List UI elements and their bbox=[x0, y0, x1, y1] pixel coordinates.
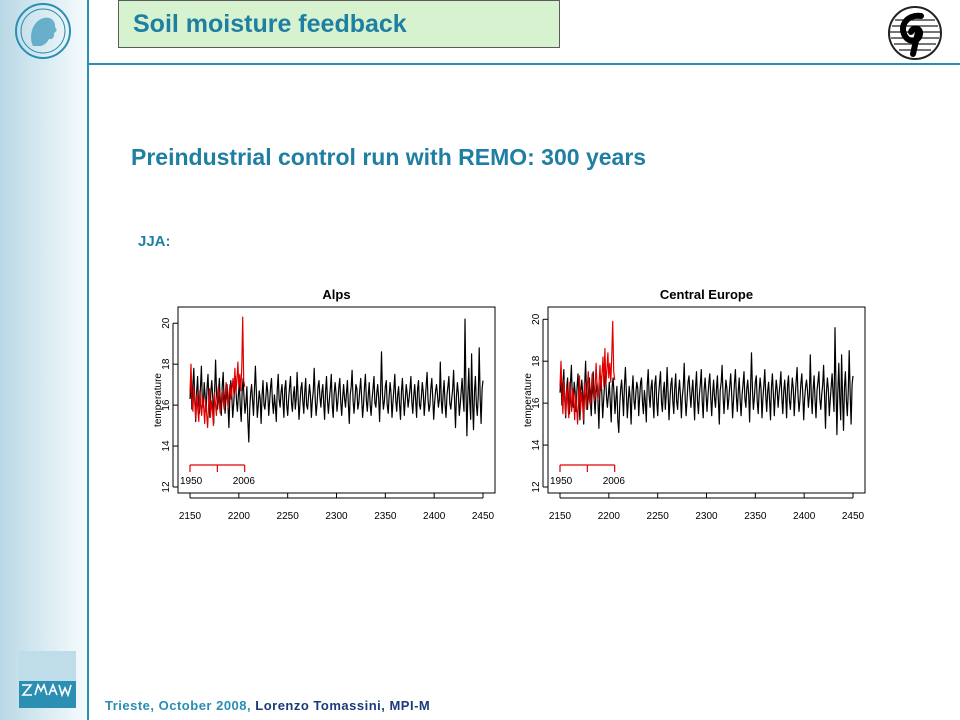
y-tick-label: 12 bbox=[531, 481, 542, 493]
x-tick-label: 2200 bbox=[228, 511, 251, 522]
slide-subtitle: Preindustrial control run with REMO: 300… bbox=[131, 144, 647, 170]
x-tick-label: 2450 bbox=[472, 511, 495, 522]
x-tick-label: 2250 bbox=[277, 511, 300, 522]
y-tick-label: 12 bbox=[161, 481, 172, 493]
y-axis-label: temperature bbox=[153, 373, 164, 427]
institute-logo-icon bbox=[888, 6, 942, 60]
y-tick-label: 14 bbox=[531, 439, 542, 451]
x-tick-label: 2300 bbox=[325, 511, 348, 522]
footer: Trieste, October 2008, Lorenzo Tomassini… bbox=[105, 698, 430, 713]
x-tick-label: 2150 bbox=[549, 511, 572, 522]
chart-title: Central Europe bbox=[660, 287, 753, 302]
max-planck-logo-icon bbox=[15, 3, 71, 59]
x-tick-label: 2200 bbox=[598, 511, 621, 522]
left-sidebar-gradient bbox=[0, 0, 87, 720]
header-divider bbox=[87, 63, 960, 65]
y-tick-label: 16 bbox=[531, 397, 542, 409]
season-label: JJA: bbox=[138, 233, 171, 250]
footer-location-date: Trieste, October 2008, bbox=[105, 698, 252, 713]
y-tick-label: 18 bbox=[161, 358, 172, 370]
central-europe-chart: Central Europe 12 14 16 18 20 temperature 2150 2… bbox=[523, 287, 866, 522]
vertical-divider bbox=[87, 0, 89, 720]
x-tick-label: 2400 bbox=[793, 511, 816, 522]
y-tick-label: 14 bbox=[161, 440, 172, 452]
control-run-series-line bbox=[559, 327, 854, 436]
slide-title-box: Soil moisture feedback bbox=[118, 0, 560, 48]
x-tick-label: 2450 bbox=[842, 511, 865, 522]
control-run-series-line bbox=[189, 318, 484, 443]
bracket-start-label: 1950 bbox=[550, 476, 573, 487]
y-tick-label: 20 bbox=[161, 317, 172, 329]
slide-title: Soil moisture feedback bbox=[133, 10, 407, 38]
bracket-start-label: 1950 bbox=[180, 476, 203, 487]
chart-title: Alps bbox=[322, 287, 350, 302]
y-axis-label: temperature bbox=[523, 373, 534, 427]
observed-series-line bbox=[189, 316, 246, 429]
y-tick-label: 20 bbox=[531, 313, 542, 325]
y-tick-label: 18 bbox=[531, 355, 542, 367]
x-tick-label: 2400 bbox=[423, 511, 446, 522]
bracket-end-label: 2006 bbox=[233, 476, 256, 487]
x-tick-label: 2300 bbox=[695, 511, 718, 522]
x-tick-label: 2350 bbox=[744, 511, 767, 522]
x-tick-label: 2350 bbox=[374, 511, 397, 522]
y-tick-label: 16 bbox=[161, 399, 172, 411]
x-tick-label: 2150 bbox=[179, 511, 202, 522]
bracket-end-label: 2006 bbox=[603, 476, 626, 487]
footer-author: Lorenzo Tomassini, MPI-M bbox=[255, 698, 431, 713]
x-tick-label: 2250 bbox=[647, 511, 670, 522]
observed-series-line bbox=[559, 320, 616, 425]
alps-chart: Alps 12 14 16 18 20 temperature 2150 2200 2250 230… bbox=[153, 287, 496, 522]
zmaw-logo-icon bbox=[19, 651, 76, 708]
